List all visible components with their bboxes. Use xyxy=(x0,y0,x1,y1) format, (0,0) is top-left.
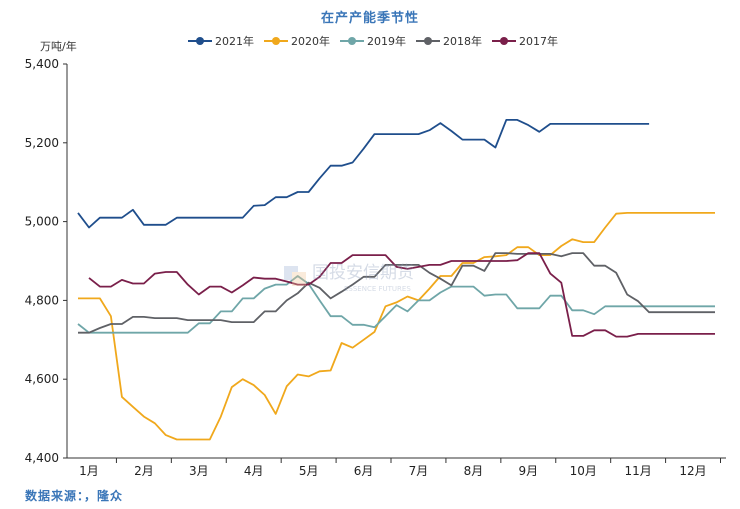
x-tick-label: 11月 xyxy=(624,464,651,478)
chart-title: 在产产能季节性 xyxy=(320,11,419,26)
x-tick-label: 5月 xyxy=(299,464,319,478)
y-tick-label: 4,800 xyxy=(25,293,59,307)
y-axis-unit-label: 万吨/年 xyxy=(40,40,77,53)
legend-label: 2019年 xyxy=(367,35,406,48)
y-tick-label: 5,000 xyxy=(25,215,59,229)
legend-label: 2018年 xyxy=(443,35,482,48)
x-tick-label: 8月 xyxy=(464,464,484,478)
legend-swatch xyxy=(416,37,440,45)
series-line-2019年 xyxy=(77,275,715,334)
x-tick-label: 9月 xyxy=(518,464,538,478)
series-line-2020年 xyxy=(78,211,715,441)
series-line-2021年 xyxy=(77,119,650,229)
legend-swatch xyxy=(264,37,288,45)
source-note: 数据来源：，隆众 xyxy=(25,489,124,503)
series-line-2018年 xyxy=(78,252,715,334)
legend-item: 2021年 xyxy=(188,33,254,49)
chart-legend: 2021年 2020年 2019年 2018年 2017年 xyxy=(188,33,568,49)
legend-item: 2017年 xyxy=(492,33,558,49)
series-line-2017年 xyxy=(88,252,715,338)
x-tick-label: 10月 xyxy=(570,464,597,478)
y-tick-label: 4,400 xyxy=(25,451,59,465)
legend-item: 2019年 xyxy=(340,33,406,49)
watermark-sub-text: ESSENCE FUTURES xyxy=(344,285,411,293)
legend-swatch xyxy=(188,37,212,45)
x-tick-label: 7月 xyxy=(409,464,429,478)
x-tick-label: 4月 xyxy=(244,464,264,478)
x-tick-label: 3月 xyxy=(189,464,209,478)
legend-label: 2017年 xyxy=(519,35,558,48)
legend-label: 2021年 xyxy=(215,35,254,48)
x-tick-label: 12月 xyxy=(679,464,706,478)
x-tick-label: 1月 xyxy=(79,464,99,478)
legend-item: 2018年 xyxy=(416,33,482,49)
legend-swatch xyxy=(340,37,364,45)
watermark-logo: 国投安信期货 ESSENCE FUTURES xyxy=(284,263,414,293)
y-tick-label: 5,200 xyxy=(25,136,59,150)
legend-label: 2020年 xyxy=(291,35,330,48)
watermark-main-text: 国投安信期货 xyxy=(312,263,414,283)
y-tick-label: 4,600 xyxy=(25,372,59,386)
legend-swatch xyxy=(492,37,516,45)
x-tick-label: 6月 xyxy=(354,464,374,478)
x-tick-label: 2月 xyxy=(134,464,154,478)
legend-item: 2020年 xyxy=(264,33,330,49)
y-tick-label: 5,400 xyxy=(25,57,59,71)
